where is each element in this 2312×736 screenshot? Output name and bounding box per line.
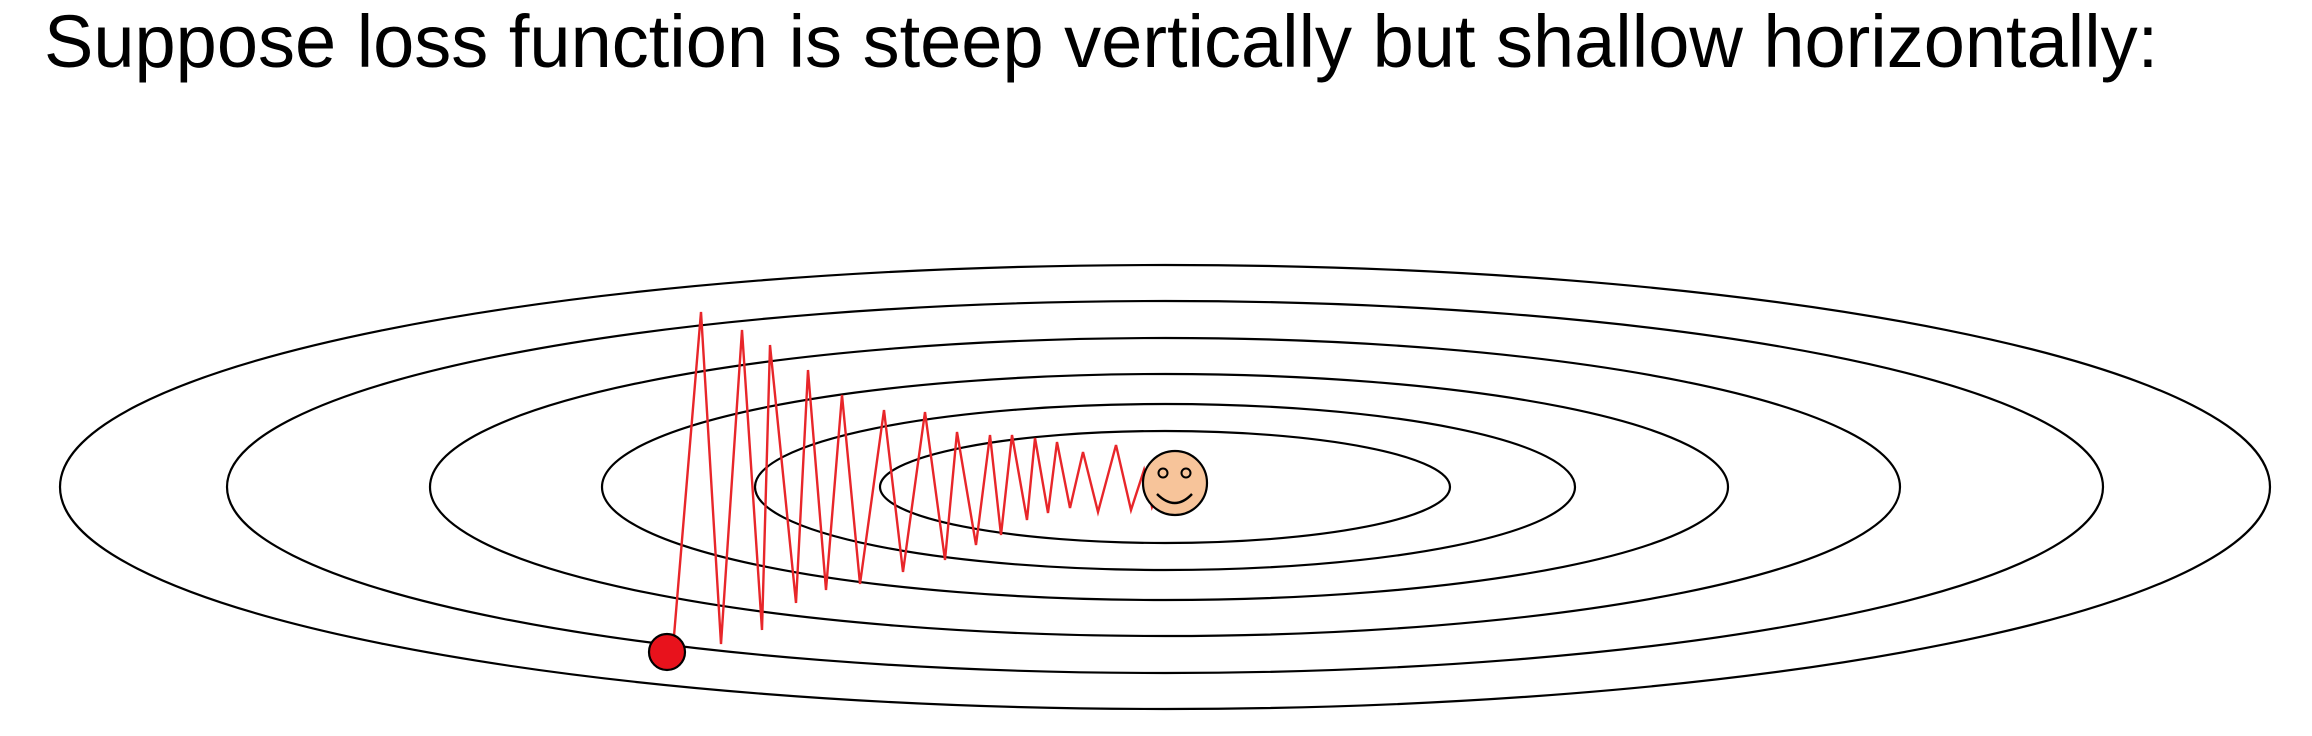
contour-lines (58, 263, 2272, 711)
contour-ellipse-6 (878, 429, 1452, 545)
contour-ellipse-3 (428, 336, 1902, 638)
smiley-face-icon (1141, 449, 1209, 517)
sgd-zigzag-path (671, 311, 1162, 649)
contour-ellipse-5 (753, 402, 1577, 572)
start-point-marker (647, 632, 687, 672)
slide-title: Suppose loss function is steep verticall… (44, 0, 2159, 83)
contour-ellipse-1 (58, 263, 2272, 711)
contour-ellipse-4 (600, 372, 1730, 602)
contour-ellipse-2 (225, 299, 2105, 675)
